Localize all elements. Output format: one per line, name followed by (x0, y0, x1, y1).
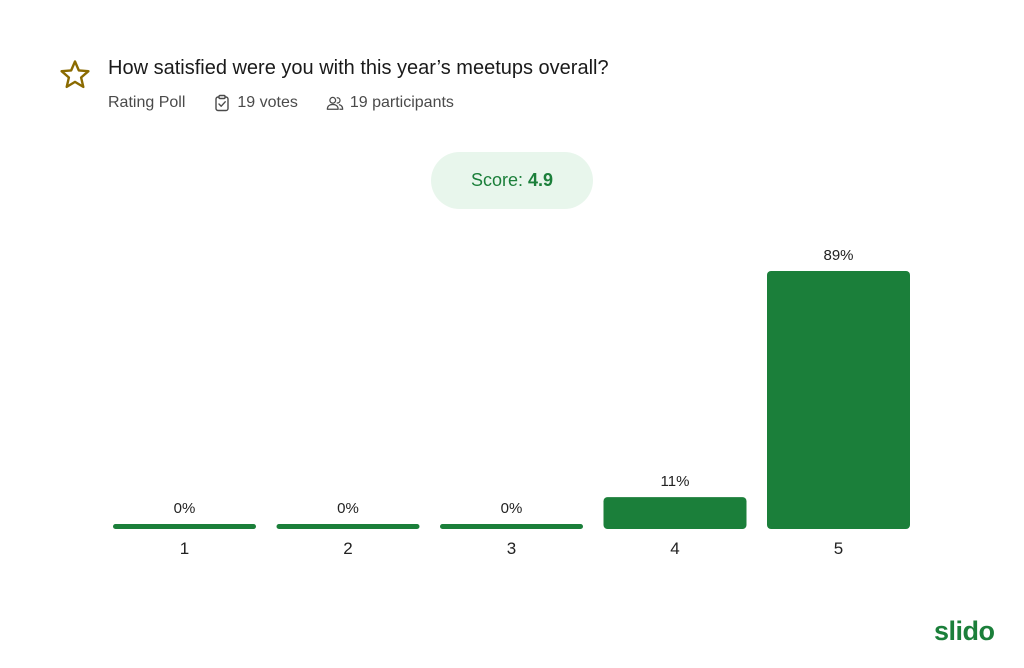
category-label: 5 (834, 539, 843, 558)
poll-type-label: Rating Poll (108, 94, 186, 111)
bar-value-label: 89% (823, 247, 853, 264)
star-icon (60, 60, 90, 89)
participants-label: 19 participants (349, 94, 454, 111)
bar-rating-2 (276, 524, 420, 529)
score-value: 4.9 (528, 170, 554, 190)
bar-value-label: 11% (661, 473, 690, 490)
votes-label: 19 votes (237, 94, 298, 111)
slido-logo: slido (934, 616, 995, 646)
poll-meta: Rating Poll 19 votes 19 participants (108, 92, 454, 114)
bar-rating-3 (440, 524, 583, 529)
votes-count: 19 votes (213, 94, 298, 112)
score-badge: Score: 4.9 (431, 152, 593, 209)
category-label: 4 (670, 539, 679, 558)
bar-value-label: 0% (174, 500, 196, 517)
bar-value-label: 0% (337, 500, 359, 517)
question-title: How satisfied were you with this year’s … (108, 57, 609, 79)
bar-rating-4 (603, 497, 747, 529)
category-label: 3 (507, 539, 516, 558)
clipboard-check-icon (215, 94, 230, 112)
category-label: 2 (343, 539, 352, 558)
poll-type: Rating Poll (108, 94, 185, 112)
bar-rating-1 (113, 524, 256, 529)
participants-count: 19 participants (326, 94, 454, 112)
users-icon (326, 96, 344, 110)
category-label: 1 (180, 539, 189, 558)
bar-rating-5 (767, 271, 910, 529)
score-label: Score: (470, 170, 523, 190)
bar-value-label: 0% (501, 500, 523, 517)
